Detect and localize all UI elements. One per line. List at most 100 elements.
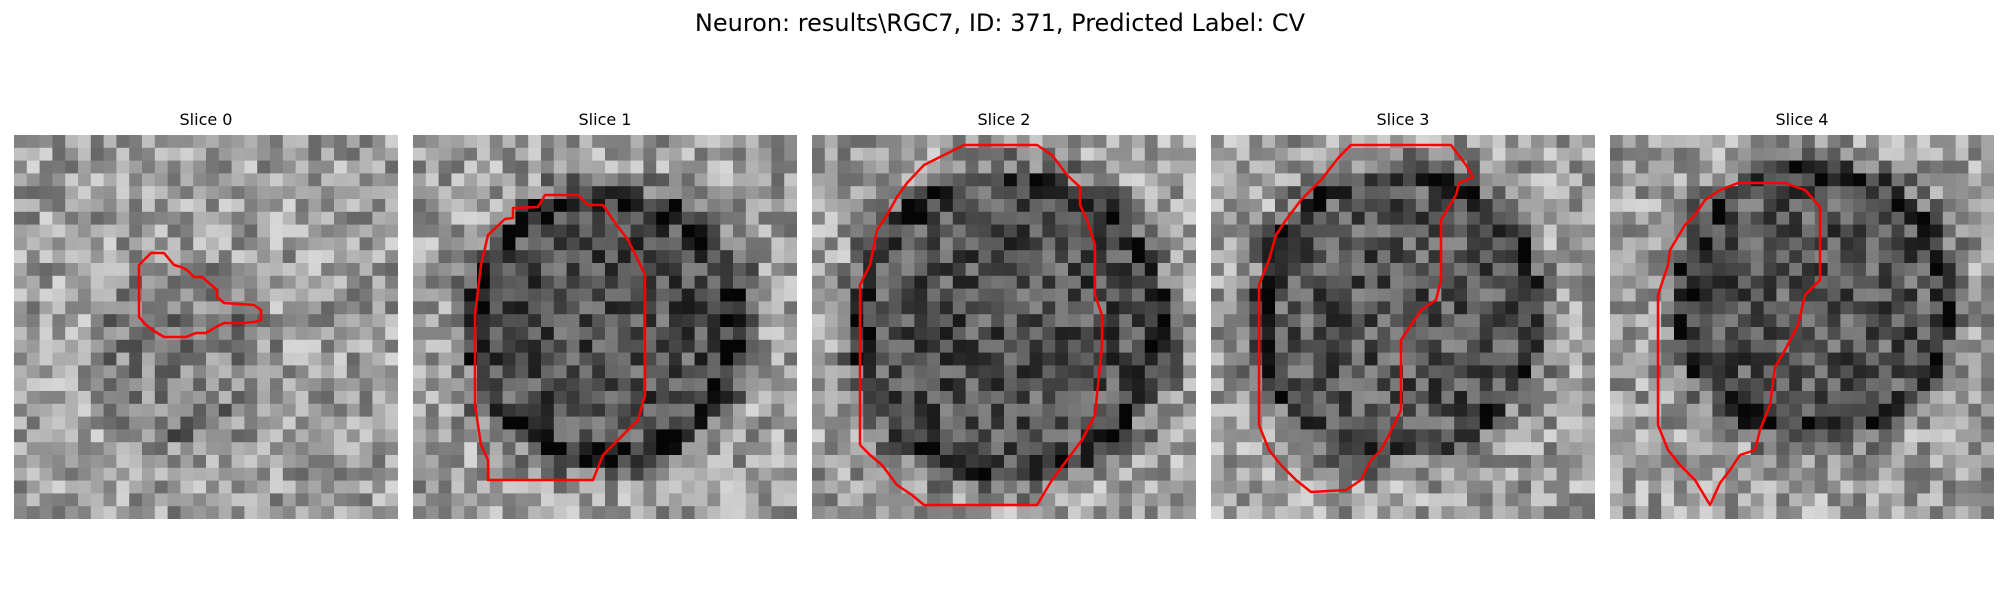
slice-title: Slice 4 <box>1775 110 1829 129</box>
image-pixel <box>1004 442 1018 456</box>
image-pixel <box>1029 442 1043 456</box>
image-pixel <box>812 455 826 469</box>
image-pixel <box>257 275 271 289</box>
image-pixel <box>1313 416 1327 430</box>
image-pixel <box>1211 173 1225 187</box>
image-pixel <box>991 327 1005 341</box>
image-pixel <box>1170 186 1184 200</box>
image-pixel <box>617 173 631 187</box>
image-pixel <box>1029 186 1043 200</box>
image-pixel <box>1275 429 1289 443</box>
image-pixel <box>1981 263 1994 277</box>
image-pixel <box>346 416 360 430</box>
image-pixel <box>876 135 890 149</box>
image-pixel <box>1866 493 1880 507</box>
image-pixel <box>1223 147 1237 161</box>
image-pixel <box>720 403 734 417</box>
image-pixel <box>1042 199 1056 213</box>
image-pixel <box>116 288 130 302</box>
image-pixel <box>1068 327 1082 341</box>
image-pixel <box>1287 135 1301 149</box>
image-pixel <box>1441 480 1455 494</box>
image-pixel <box>784 288 797 302</box>
image-pixel <box>1170 352 1184 366</box>
image-pixel <box>681 378 695 392</box>
image-pixel <box>1249 135 1263 149</box>
image-pixel <box>1738 147 1752 161</box>
image-pixel <box>451 250 465 264</box>
image-pixel <box>1080 378 1094 392</box>
image-pixel <box>617 160 631 174</box>
image-pixel <box>643 327 657 341</box>
image-pixel <box>1853 455 1867 469</box>
image-pixel <box>978 301 992 315</box>
image-pixel <box>1686 173 1700 187</box>
image-pixel <box>1750 237 1764 251</box>
image-pixel <box>52 416 66 430</box>
image-pixel <box>1119 199 1133 213</box>
image-pixel <box>888 263 902 277</box>
image-pixel <box>1917 506 1931 519</box>
image-pixel <box>1878 275 1892 289</box>
image-pixel <box>1313 339 1327 353</box>
image-pixel <box>1287 327 1301 341</box>
image-pixel <box>965 199 979 213</box>
image-pixel <box>1144 147 1158 161</box>
image-pixel <box>1930 391 1944 405</box>
image-pixel <box>65 314 79 328</box>
image-pixel <box>231 327 245 341</box>
image-pixel <box>282 237 296 251</box>
image-pixel <box>1068 339 1082 353</box>
image-pixel <box>1467 378 1481 392</box>
image-pixel <box>837 250 851 264</box>
image-pixel <box>1518 365 1532 379</box>
image-pixel <box>218 506 232 519</box>
image-pixel <box>978 250 992 264</box>
image-pixel <box>451 147 465 161</box>
image-pixel <box>1814 199 1828 213</box>
image-pixel <box>218 352 232 366</box>
image-pixel <box>1981 391 1994 405</box>
image-pixel <box>1866 250 1880 264</box>
image-pixel <box>592 288 606 302</box>
image-pixel <box>1904 147 1918 161</box>
image-pixel <box>129 173 143 187</box>
image-pixel <box>566 160 580 174</box>
image-pixel <box>1763 455 1777 469</box>
image-pixel <box>1840 275 1854 289</box>
image-pixel <box>605 327 619 341</box>
image-pixel <box>1917 263 1931 277</box>
image-pixel <box>270 467 284 481</box>
image-pixel <box>52 263 66 277</box>
image-pixel <box>218 455 232 469</box>
image-pixel <box>876 467 890 481</box>
image-pixel <box>1776 314 1790 328</box>
image-pixel <box>180 147 194 161</box>
image-pixel <box>308 314 322 328</box>
image-pixel <box>1917 403 1931 417</box>
image-pixel <box>1287 403 1301 417</box>
image-pixel <box>1055 199 1069 213</box>
image-pixel <box>978 275 992 289</box>
image-pixel <box>14 250 28 264</box>
image-pixel <box>901 211 915 225</box>
image-pixel <box>502 160 516 174</box>
image-pixel <box>927 403 941 417</box>
image-pixel <box>733 199 747 213</box>
image-pixel <box>489 224 503 238</box>
image-pixel <box>1454 288 1468 302</box>
image-pixel <box>758 429 772 443</box>
image-pixel <box>1492 135 1506 149</box>
image-pixel <box>1556 506 1570 519</box>
image-pixel <box>1106 263 1120 277</box>
image-pixel <box>1840 199 1854 213</box>
image-pixel <box>129 416 143 430</box>
image-pixel <box>438 339 452 353</box>
image-pixel <box>1183 480 1196 494</box>
image-pixel <box>1132 416 1146 430</box>
image-pixel <box>1326 339 1340 353</box>
image-pixel <box>1300 263 1314 277</box>
image-pixel <box>218 339 232 353</box>
image-pixel <box>346 365 360 379</box>
image-pixel <box>1661 186 1675 200</box>
